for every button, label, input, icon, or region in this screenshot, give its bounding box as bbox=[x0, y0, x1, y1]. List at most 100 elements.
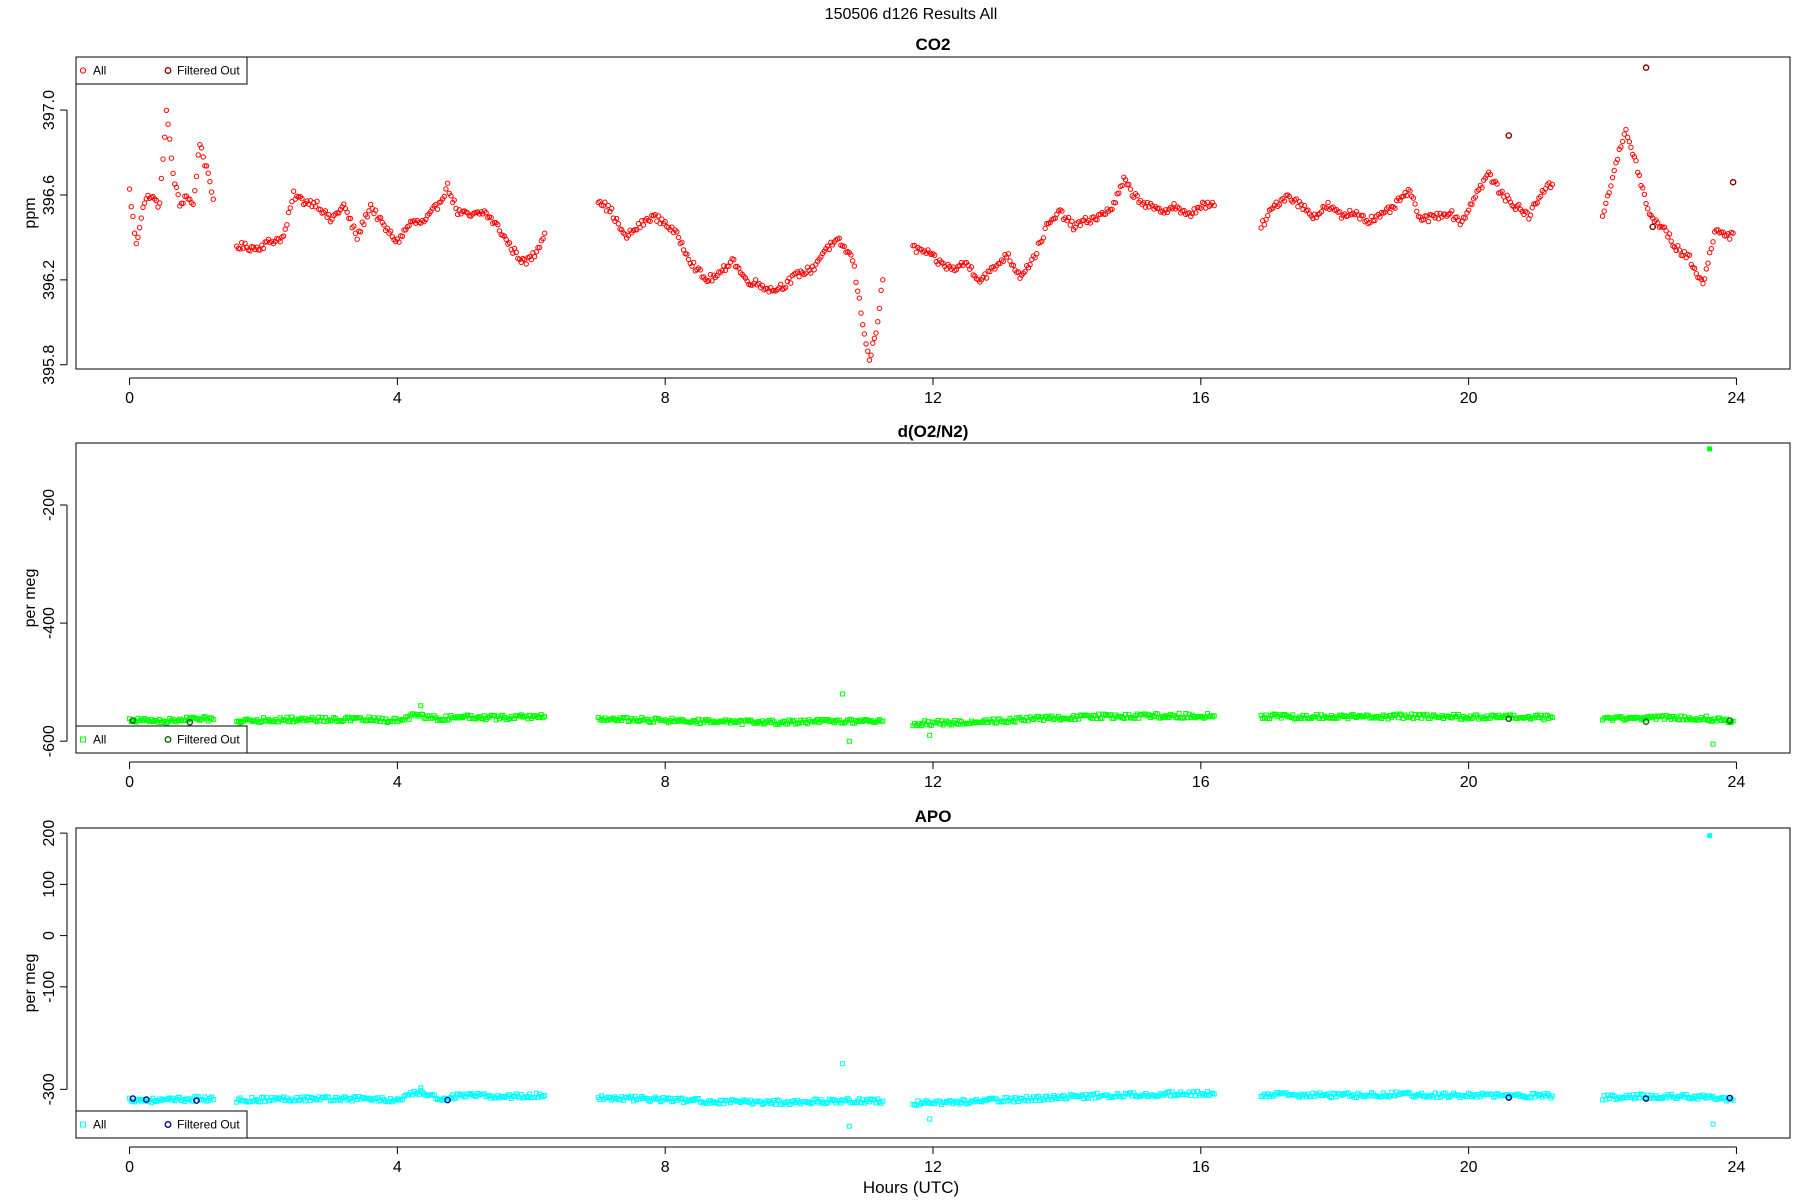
filtered-point bbox=[1642, 1095, 1650, 1102]
data-point bbox=[878, 287, 884, 294]
data-point bbox=[351, 223, 357, 229]
data-point bbox=[138, 215, 144, 221]
data-point bbox=[287, 205, 293, 211]
data-point bbox=[444, 180, 451, 186]
data-point bbox=[1645, 206, 1651, 212]
data-point bbox=[483, 210, 489, 216]
data-point bbox=[1069, 218, 1075, 224]
data-point bbox=[536, 244, 543, 251]
data-point bbox=[613, 215, 620, 222]
data-point bbox=[1265, 212, 1271, 219]
data-point bbox=[1261, 221, 1268, 228]
data-point bbox=[803, 270, 809, 276]
data-point bbox=[1701, 276, 1708, 282]
data-point bbox=[399, 233, 406, 239]
data-point bbox=[277, 239, 283, 245]
x-tick-label: 4 bbox=[393, 1159, 402, 1176]
data-point bbox=[156, 200, 163, 206]
data-point bbox=[783, 284, 789, 291]
data-point bbox=[1387, 209, 1393, 216]
data-point bbox=[284, 222, 290, 228]
x-tick-label: 4 bbox=[393, 774, 402, 791]
x-tick-label: 0 bbox=[125, 390, 134, 407]
data-point bbox=[690, 259, 697, 266]
data-point bbox=[542, 713, 548, 719]
data-point bbox=[1169, 205, 1176, 212]
data-point bbox=[679, 239, 685, 246]
data-point bbox=[669, 224, 675, 230]
data-point bbox=[1730, 230, 1736, 236]
data-point bbox=[1372, 217, 1378, 224]
data-point bbox=[1601, 208, 1607, 214]
data-point bbox=[662, 219, 668, 225]
data-point bbox=[1465, 207, 1472, 213]
data-point bbox=[1636, 172, 1643, 179]
filtered-point bbox=[129, 717, 137, 724]
series-filtered bbox=[129, 715, 1734, 726]
data-point bbox=[190, 1098, 196, 1104]
data-point bbox=[210, 716, 216, 722]
data-point bbox=[848, 252, 854, 258]
data-point bbox=[357, 229, 364, 235]
data-point bbox=[615, 220, 622, 227]
data-point bbox=[541, 230, 548, 236]
data-point bbox=[347, 215, 354, 222]
data-point bbox=[849, 258, 856, 264]
panel-title: APO bbox=[915, 807, 952, 826]
panel-1: CO2 0 4 8 12 16 20 24 395.8 396.2 396.6 397.0 ppm All… bbox=[22, 35, 1791, 407]
data-point bbox=[1681, 248, 1688, 255]
data-point bbox=[652, 212, 658, 218]
panel-title: CO2 bbox=[916, 35, 951, 54]
data-point bbox=[995, 260, 1001, 267]
data-point bbox=[341, 201, 347, 207]
data-point bbox=[205, 170, 211, 176]
data-point bbox=[1407, 188, 1413, 194]
data-point bbox=[1549, 1093, 1555, 1099]
data-point bbox=[1102, 211, 1109, 217]
data-point bbox=[418, 1085, 424, 1091]
data-point bbox=[1258, 225, 1264, 231]
data-point bbox=[1087, 220, 1094, 226]
y-tick-label: -300 bbox=[41, 1073, 58, 1105]
data-point bbox=[1414, 208, 1420, 215]
data-point bbox=[709, 278, 715, 284]
data-point bbox=[1276, 202, 1283, 208]
data-point bbox=[1624, 134, 1631, 141]
filtered-point bbox=[1505, 132, 1513, 139]
data-point bbox=[794, 269, 801, 275]
data-point bbox=[513, 249, 519, 256]
x-tick-label: 8 bbox=[661, 774, 670, 791]
data-point bbox=[1410, 195, 1417, 201]
data-point bbox=[854, 288, 861, 294]
data-point bbox=[1527, 212, 1534, 218]
x-tick-label: 24 bbox=[1728, 774, 1746, 791]
data-point bbox=[736, 265, 742, 271]
data-point bbox=[1301, 202, 1308, 209]
data-point bbox=[1422, 213, 1428, 219]
data-point bbox=[675, 234, 682, 241]
filtered-point bbox=[1726, 717, 1734, 724]
legend-label-filtered: Filtered Out bbox=[177, 1118, 240, 1132]
y-tick-label: -400 bbox=[41, 607, 58, 639]
series-all bbox=[127, 833, 1736, 1129]
data-point bbox=[314, 719, 320, 725]
x-tick-label: 12 bbox=[924, 774, 942, 791]
data-point bbox=[282, 226, 288, 232]
data-point bbox=[314, 198, 320, 205]
data-point bbox=[1082, 214, 1089, 221]
y-tick-label: 397.0 bbox=[41, 90, 58, 130]
data-point bbox=[625, 232, 632, 239]
series-filtered bbox=[1505, 64, 1737, 231]
x-tick-label: 16 bbox=[1192, 1159, 1210, 1176]
data-point bbox=[210, 1097, 216, 1103]
data-point bbox=[927, 732, 933, 738]
data-point bbox=[1710, 239, 1716, 245]
data-point bbox=[880, 1098, 886, 1104]
data-point bbox=[1727, 236, 1733, 242]
data-point bbox=[1603, 200, 1609, 207]
data-point bbox=[876, 305, 883, 312]
data-point bbox=[1462, 215, 1468, 221]
data-point bbox=[203, 163, 210, 169]
data-point bbox=[811, 267, 817, 273]
y-tick-label: 396.2 bbox=[41, 260, 58, 300]
